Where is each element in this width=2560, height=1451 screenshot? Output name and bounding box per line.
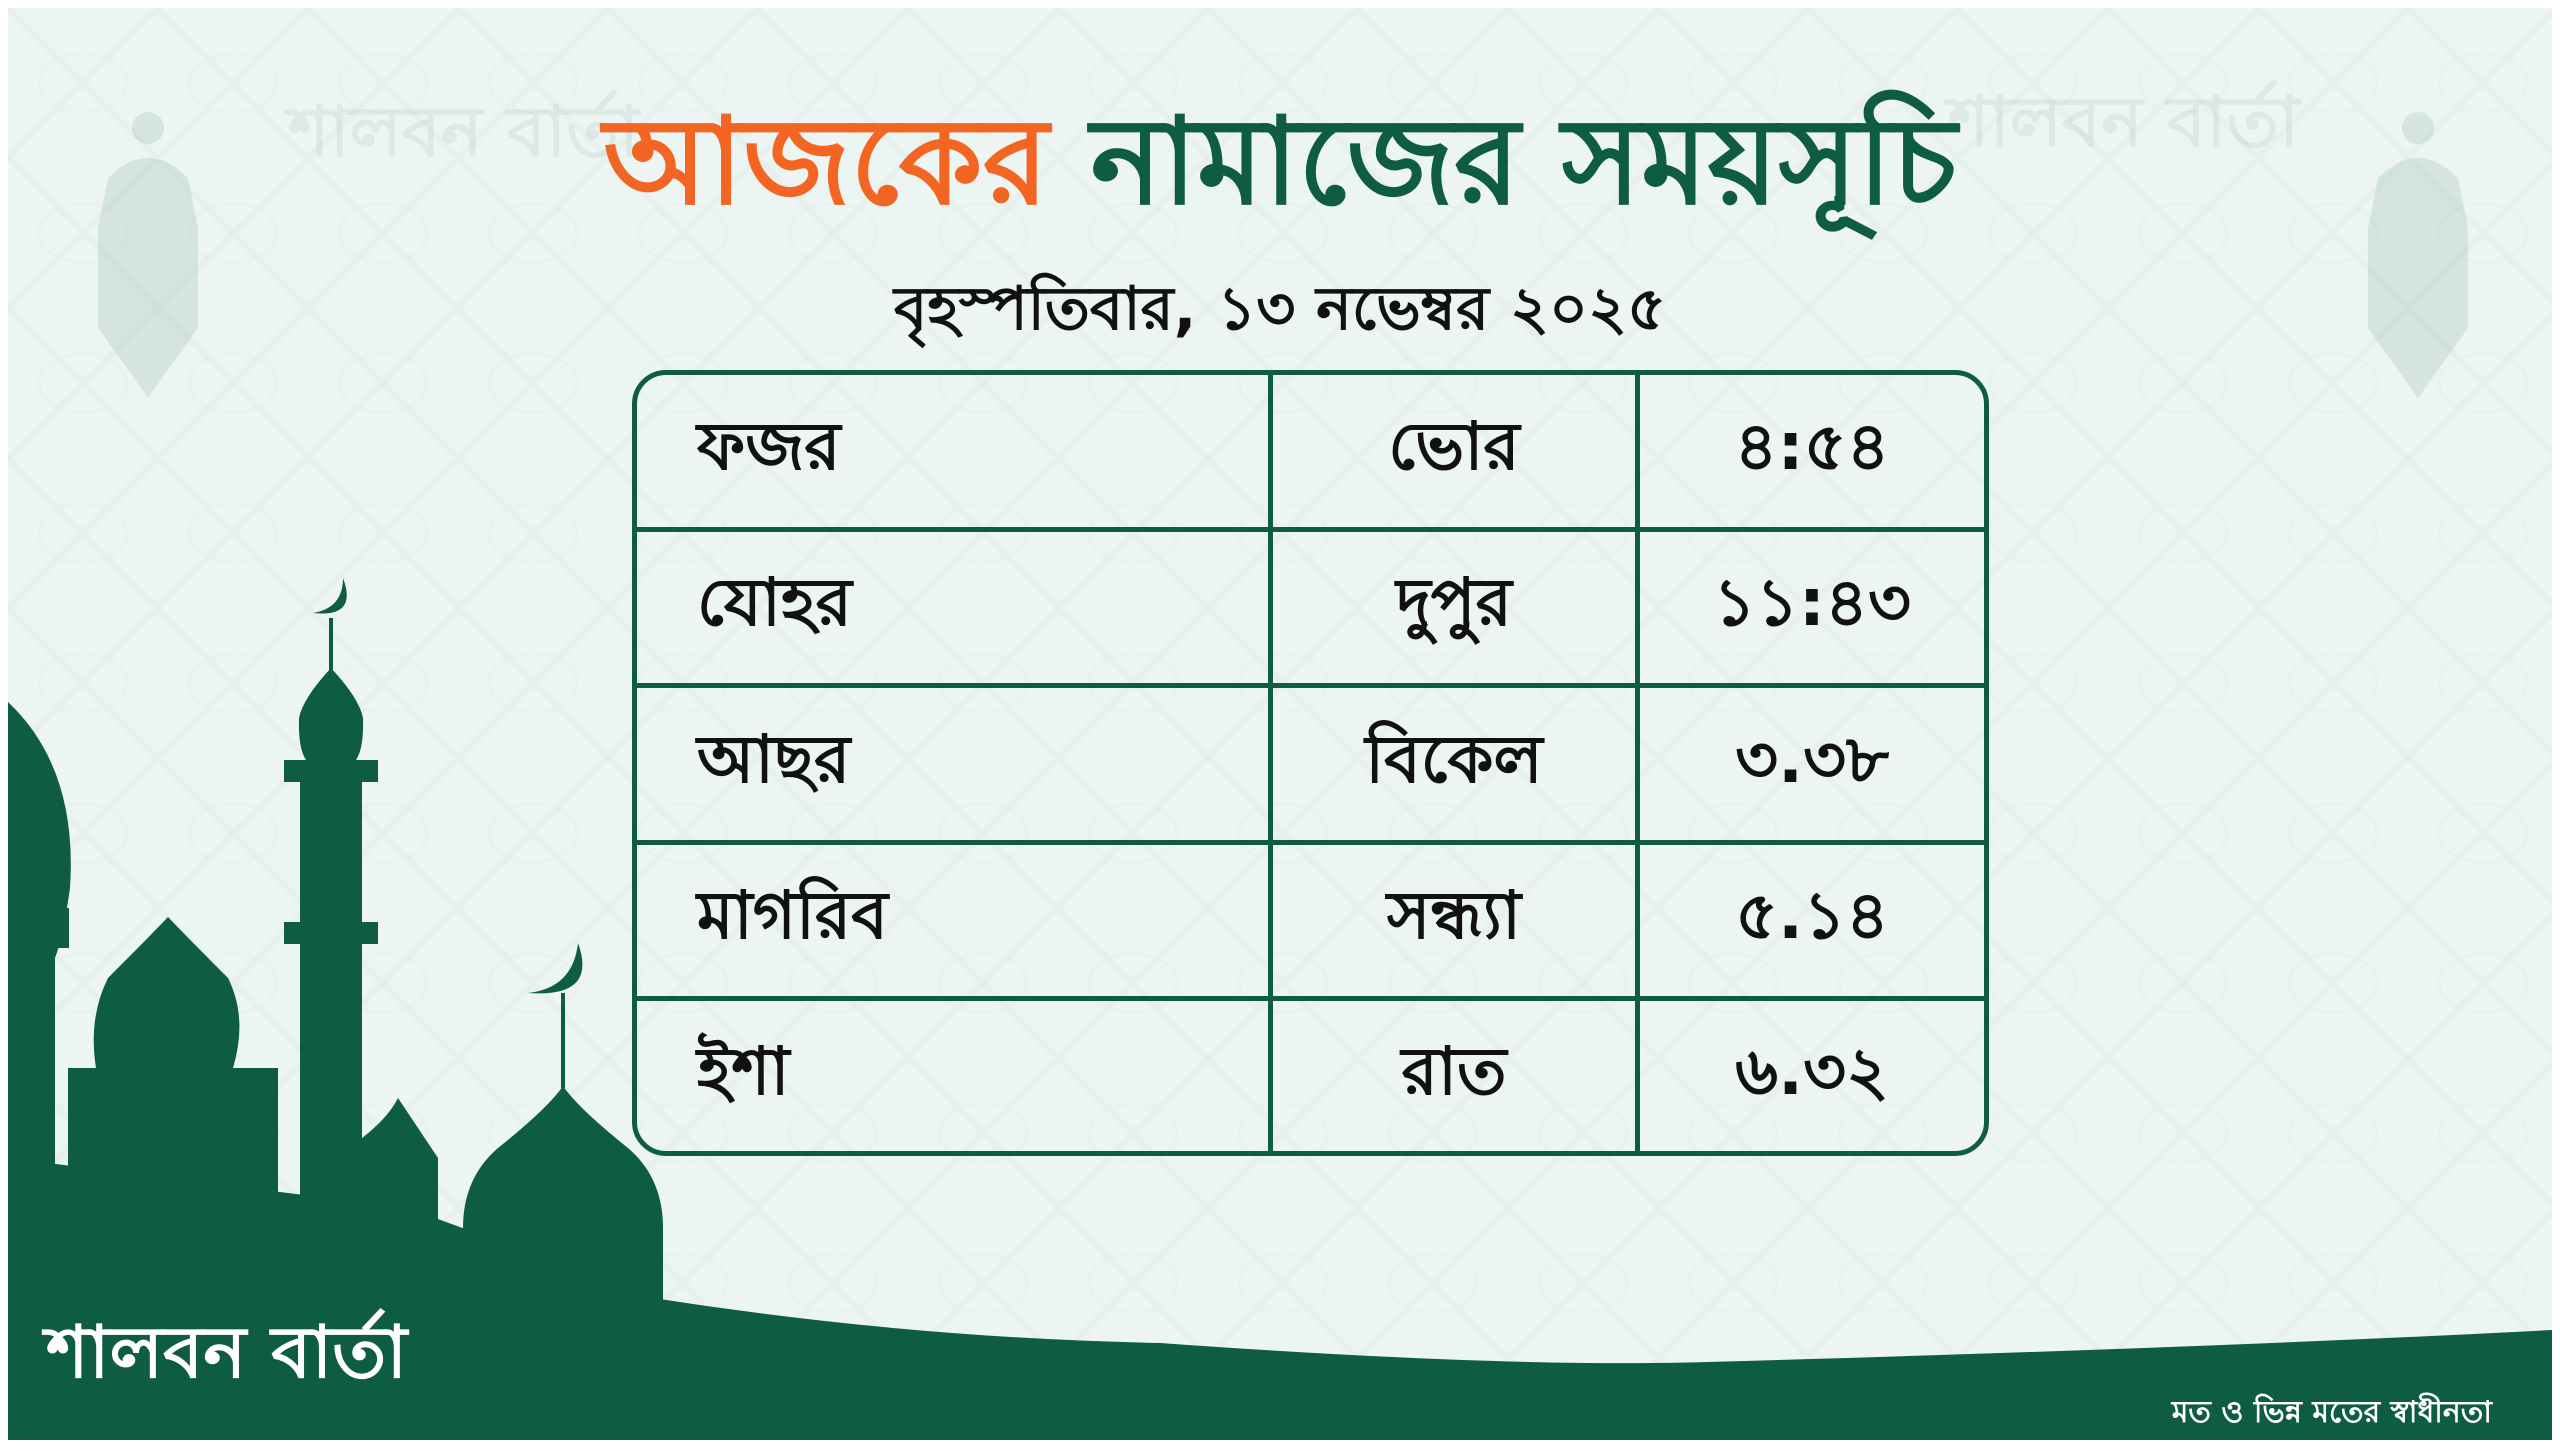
prayer-name: ইশা [637, 1001, 1273, 1151]
prayer-time: ৬.৩২ [1735, 1033, 1889, 1111]
lantern-icon [2368, 112, 2468, 398]
watermark-logo: শালবন বার্তা [288, 91, 640, 173]
title-main: নামাজের সময়সূচি [1090, 93, 1957, 232]
prayer-times-poster: শালবন বার্তা শালবন বার্তা [8, 8, 2552, 1440]
decor-graphics [8, 112, 2552, 1440]
prayer-period: রাত [1273, 1001, 1640, 1151]
prayer-period: দুপুর [1273, 531, 1640, 689]
prayer-name: ফজর [637, 375, 1273, 532]
table-row: যোহর দুপুর ১১:৪৩ [637, 531, 1984, 689]
prayer-time: ১১:৪৩ [1640, 532, 1984, 689]
date-label: বৃহস্পতিবার, ১৩ নভেম্বর ২০২৫ [893, 274, 1667, 344]
prayer-period: সন্ধ্যা [1273, 844, 1640, 1002]
prayer-name: আছর [637, 688, 1273, 845]
mosque-silhouette [8, 578, 2552, 1440]
prayer-time: ৪:৫৪ [1640, 375, 1984, 532]
table-row: ফজর ভোর ৪:৫৪ [637, 375, 1984, 532]
watermark-logo: শালবন বার্তা [1948, 81, 2300, 163]
prayer-times-table: ফজর ভোর ৪:৫৪ যোহর দুপুর ১১:৪৩ আছর বিকেল ৩.৩৮ মাগর… [632, 370, 1989, 1156]
title-highlight: আজকের [603, 93, 1049, 232]
prayer-time: ৩.৩৮ [1640, 688, 1984, 845]
table-row: ইশা রাত ৬.৩২ [637, 1001, 1984, 1151]
brand-logo: শালবন বার্তা [46, 1310, 408, 1394]
table-row: আছর বিকেল ৩.৩৮ [637, 688, 1984, 845]
prayer-period: বিকেল [1273, 688, 1640, 845]
prayer-time: ৫.১৪ [1640, 845, 1984, 1002]
brand-tagline: মত ও ভিন্ন মতের স্বাধীনতা [2171, 1395, 2492, 1430]
prayer-name: মাগরিব [637, 844, 1273, 1002]
lantern-icon [98, 112, 198, 398]
page-title: আজকের নামাজের সময়সূচি [8, 93, 2552, 233]
prayer-period: ভোর [1273, 375, 1640, 532]
table-row: মাগরিব সন্ধ্যা ৫.১৪ [637, 844, 1984, 1002]
prayer-name: যোহর [637, 531, 1273, 689]
